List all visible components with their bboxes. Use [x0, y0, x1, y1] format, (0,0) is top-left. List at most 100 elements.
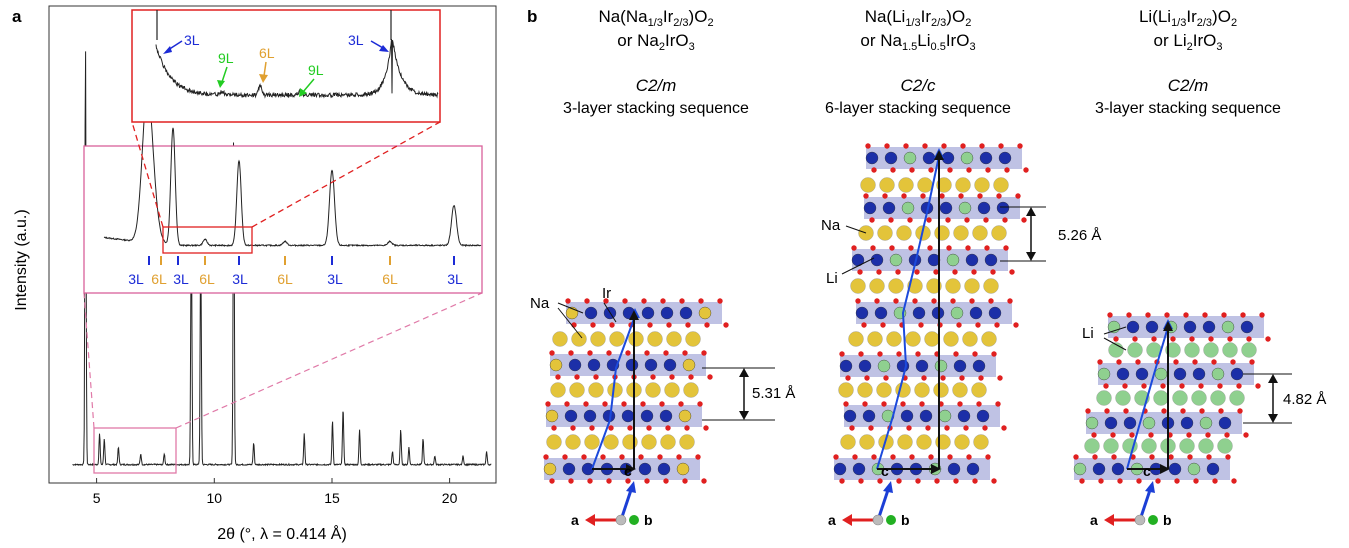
- fine-pattern-line: [155, 38, 439, 99]
- structure-title-3: Li(Li1/3Ir2/3)O2 or Li2IrO3 C2/m 3-layer…: [1095, 7, 1281, 117]
- inset-label-6l: 6L: [259, 45, 275, 61]
- alkali-layer: [840, 434, 989, 450]
- structure-title-2: Na(Li1/3Ir2/3)O2 or Na1.5Li0.5IrO3 C2/c …: [825, 7, 1011, 117]
- alkali-layer: [1108, 342, 1257, 358]
- stacking-vector: [591, 308, 640, 474]
- structure-annotations: Ir Na 5.31 Å Na Li 5.26 Å Li 4.82 Å: [530, 206, 1326, 424]
- ir-layer: [865, 143, 1029, 173]
- alkali-layer: [546, 434, 695, 450]
- axis-triad: a b c: [1090, 463, 1172, 528]
- axis-label-c: c: [624, 463, 632, 479]
- zoom-pattern-line: [103, 88, 482, 248]
- spacing-label: 5.26 Å: [1058, 227, 1101, 244]
- marker-label-6l: 6L: [199, 271, 215, 287]
- xtick-label: 5: [93, 490, 101, 506]
- axis-label-c: c: [1143, 463, 1151, 479]
- alkali-layer: [838, 382, 987, 398]
- x-axis-label: 2θ (°, λ = 0.414 Å): [217, 524, 347, 543]
- axis-triad: a b c: [571, 463, 653, 528]
- ir-layer: [549, 350, 713, 380]
- x-ticks: 5 10 15 20: [93, 478, 458, 506]
- stacking-markers: 3L 6L 3L 6L 3L 6L 3L 6L 3L: [128, 256, 463, 287]
- pattern-line: [72, 51, 492, 467]
- structure-title-1: Na(Na1/3Ir2/3)O2 or Na2IrO3 C2/m 3-layer…: [563, 7, 749, 117]
- atom-label-na: Na: [821, 217, 841, 234]
- alkali-layer: [860, 177, 1009, 193]
- xtick-label: 10: [207, 490, 223, 506]
- fine-pattern: [155, 10, 439, 99]
- marker-label-6l: 6L: [382, 271, 398, 287]
- axis-triad: a b c: [828, 463, 910, 528]
- alkali-layer: [858, 225, 1007, 241]
- zoom-region-box: [93, 427, 177, 474]
- svg-text:Na(Li1/3Ir2/3)O2: Na(Li1/3Ir2/3)O2: [865, 7, 972, 29]
- ir-layer: [839, 351, 1003, 381]
- alkali-layer: [1084, 438, 1233, 454]
- inset-label-9l: 9L: [218, 50, 234, 66]
- ir-layer: [843, 401, 1007, 431]
- ir-layer: [855, 298, 1019, 328]
- spacing-label: 4.82 Å: [1283, 391, 1326, 408]
- stacking-sequence: 3-layer stacking sequence: [1095, 100, 1281, 117]
- alkali-layer: [850, 278, 999, 294]
- marker-label-3l: 3L: [232, 271, 248, 287]
- atom-label-na: Na: [530, 295, 550, 312]
- alkali-layer: [552, 331, 701, 347]
- plot-frame: [48, 5, 497, 484]
- y-axis-label: Intensity (a.u.): [13, 209, 30, 310]
- svg-text:Li(Li1/3Ir2/3)O2: Li(Li1/3Ir2/3)O2: [1139, 7, 1237, 29]
- ir-layer: [545, 401, 709, 431]
- zoom-pattern: [103, 88, 482, 248]
- ir-layer: [1085, 408, 1249, 438]
- panel-a-label: a: [12, 7, 22, 26]
- ir-layer: [863, 193, 1027, 223]
- spacing-label: 5.31 Å: [752, 385, 795, 402]
- inset-label-9l: 9L: [308, 62, 324, 78]
- ir-layer: [851, 245, 1015, 275]
- atom-label-li: Li: [1082, 325, 1094, 342]
- red-zoom-box: [162, 226, 253, 254]
- zoom-connector: [251, 121, 441, 228]
- axis-label-c: c: [881, 463, 889, 479]
- xtick-label: 20: [442, 490, 458, 506]
- zoom-connector: [83, 292, 95, 429]
- axis-label-b: b: [901, 512, 910, 528]
- ir-layer: [543, 454, 707, 484]
- inset-annotations: 3L 9L 6L 9L 3L: [163, 32, 389, 97]
- atom-label-ir: Ir: [602, 285, 611, 302]
- stacking-sequence: 3-layer stacking sequence: [563, 100, 749, 117]
- marker-label-3l: 3L: [128, 271, 144, 287]
- zoom-connector: [175, 292, 483, 429]
- xtick-label: 15: [324, 490, 340, 506]
- marker-label-3l: 3L: [173, 271, 189, 287]
- stacking-vector: [1126, 319, 1173, 474]
- zoom-connector: [131, 121, 164, 228]
- space-group: C2/c: [901, 76, 936, 95]
- axis-label-b: b: [1163, 512, 1172, 528]
- stacking-vector: [876, 148, 944, 474]
- ir-layer: [565, 298, 729, 328]
- xrd-pattern: [72, 51, 492, 467]
- axis-label-a: a: [571, 512, 579, 528]
- space-group: C2/m: [636, 76, 677, 95]
- space-group: C2/m: [1168, 76, 1209, 95]
- svg-text:or Li2IrO3: or Li2IrO3: [1154, 31, 1223, 53]
- ir-layer: [1107, 312, 1271, 342]
- axis-triads: a b c a b c a b c: [571, 463, 1172, 528]
- axis-label-a: a: [1090, 512, 1098, 528]
- atom-label-li: Li: [826, 270, 838, 287]
- marker-label-6l: 6L: [151, 271, 167, 287]
- stacking-sequence: 6-layer stacking sequence: [825, 100, 1011, 117]
- svg-text:or Na2IrO3: or Na2IrO3: [617, 31, 694, 53]
- marker-label-6l: 6L: [277, 271, 293, 287]
- axis-label-b: b: [644, 512, 653, 528]
- magenta-inset: [83, 145, 483, 294]
- crystal-structures: [543, 143, 1271, 484]
- svg-text:Na(Na1/3Ir2/3)O2: Na(Na1/3Ir2/3)O2: [598, 7, 713, 29]
- alkali-layer: [550, 382, 699, 398]
- red-inset: [131, 9, 441, 123]
- panel-b-label: b: [527, 7, 537, 26]
- alkali-layer: [1096, 390, 1245, 406]
- marker-label-3l: 3L: [447, 271, 463, 287]
